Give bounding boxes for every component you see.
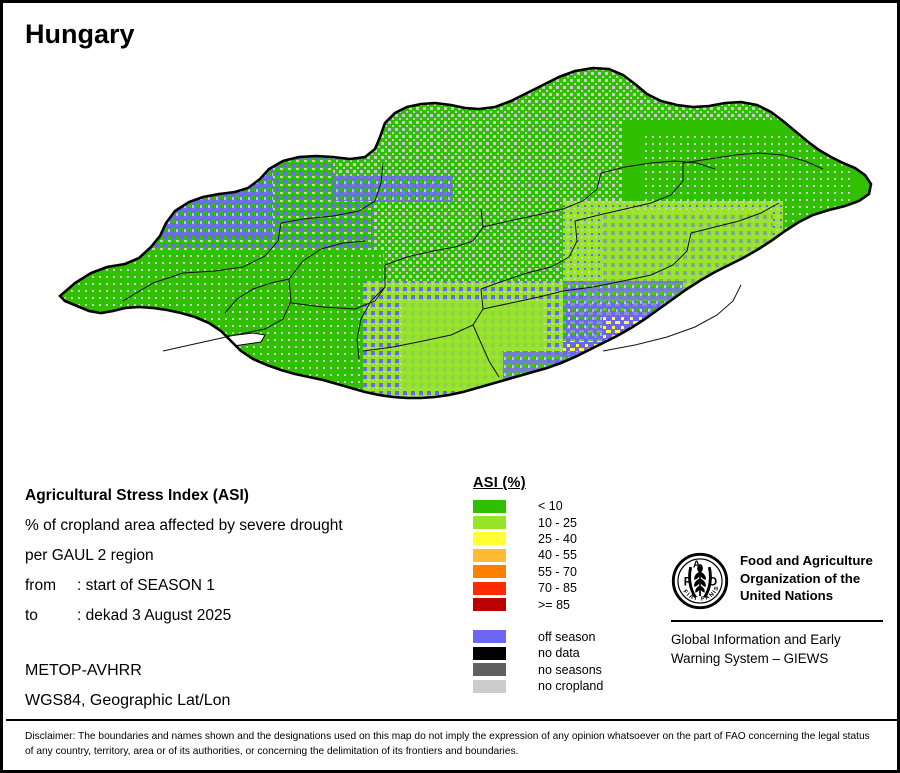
projection-label: WGS84, Geographic Lat/Lon xyxy=(25,692,231,709)
info-to-row: to : dekad 3 August 2025 xyxy=(25,601,445,631)
legend-swatch-off-season xyxy=(473,630,506,644)
legend-row: 55 - 70 xyxy=(471,564,671,580)
source-block: METOP-AVHRR WGS84, Geographic Lat/Lon xyxy=(25,656,230,716)
legend-swatch-no-data xyxy=(473,646,506,660)
admin-boundaries xyxy=(122,152,824,378)
legend-swatch-40-55 xyxy=(473,548,506,562)
fao-logo-letter-o: O xyxy=(708,576,717,589)
legend-row: no cropland xyxy=(471,678,671,694)
legend-swatch-lt10 xyxy=(473,499,506,513)
asi-raster-layer xyxy=(60,68,871,398)
page-title: Hungary xyxy=(25,19,135,49)
legend-row: 10 - 25 xyxy=(471,514,671,530)
legend-label-no-seasons: no seasons xyxy=(538,662,602,677)
legend-row: 40 - 55 xyxy=(471,547,671,563)
legend-label-55-70: 55 - 70 xyxy=(538,564,577,579)
legend-swatch-10-25 xyxy=(473,516,506,530)
legend-label-no-cropland: no cropland xyxy=(538,679,604,694)
fao-logo-icon: F A O FIAT PANIS xyxy=(671,552,729,610)
fao-logo-letter-f: F xyxy=(684,576,691,589)
legend-swatch-25-40 xyxy=(473,532,506,546)
legend-label-gte85: >= 85 xyxy=(538,597,570,612)
fao-divider xyxy=(671,620,883,622)
legend-row: no seasons xyxy=(471,662,671,678)
disclaimer-divider xyxy=(6,719,897,721)
legend-swatch-no-seasons xyxy=(473,663,506,677)
info-region-level: per GAUL 2 region xyxy=(25,547,154,564)
info-from-row: from : start of SEASON 1 xyxy=(25,571,445,601)
legend-label-70-85: 70 - 85 xyxy=(538,581,577,596)
legend-row: off season xyxy=(471,629,671,645)
info-description: % of cropland area affected by severe dr… xyxy=(25,517,343,534)
giews-name: Global Information and Early Warning Sys… xyxy=(671,632,841,666)
country-boundary xyxy=(58,66,873,400)
info-from-value: : start of SEASON 1 xyxy=(77,577,215,594)
legend-label-40-55: 40 - 55 xyxy=(538,548,577,563)
legend-label-off-season: off season xyxy=(538,629,596,644)
hungary-asi-map xyxy=(58,66,873,400)
info-to-value: : dekad 3 August 2025 xyxy=(77,607,232,624)
legend-label-no-data: no data xyxy=(538,646,580,661)
legend-row: 25 - 40 xyxy=(471,531,671,547)
info-heading: Agricultural Stress Index (ASI) xyxy=(25,487,249,504)
legend-row: < 10 xyxy=(471,498,671,514)
legend-swatch-70-85 xyxy=(473,581,506,595)
legend-title: ASI (%) xyxy=(473,475,526,491)
legend-swatch-gte85 xyxy=(473,598,506,612)
legend-separator xyxy=(471,613,671,629)
fao-organization-name: Food and Agriculture Organization of the… xyxy=(740,553,873,603)
fao-logo-letter-a: A xyxy=(693,560,700,571)
info-block: Agricultural Stress Index (ASI) % of cro… xyxy=(25,481,445,631)
legend-label-25-40: 25 - 40 xyxy=(538,531,577,546)
legend: ASI (%) < 10 10 - 25 25 - 40 40 - 55 55 … xyxy=(471,475,671,694)
legend-label-10-25: 10 - 25 xyxy=(538,515,577,530)
legend-swatch-55-70 xyxy=(473,565,506,579)
disclaimer-text: Disclaimer: The boundaries and names sho… xyxy=(25,731,870,757)
fao-header: F A O FIAT PANIS Food and Agriculture Or… xyxy=(671,552,886,610)
map-canvas xyxy=(3,51,897,451)
legend-swatch-no-cropland xyxy=(473,679,506,693)
legend-row: 70 - 85 xyxy=(471,580,671,596)
legend-row: >= 85 xyxy=(471,596,671,612)
legend-row: no data xyxy=(471,645,671,661)
info-to-label: to xyxy=(25,607,38,624)
legend-label-lt10: < 10 xyxy=(538,499,563,514)
fao-block: F A O FIAT PANIS Food and Agriculture Or… xyxy=(671,552,886,668)
info-from-label: from xyxy=(25,577,56,594)
sensor-label: METOP-AVHRR xyxy=(25,662,142,679)
